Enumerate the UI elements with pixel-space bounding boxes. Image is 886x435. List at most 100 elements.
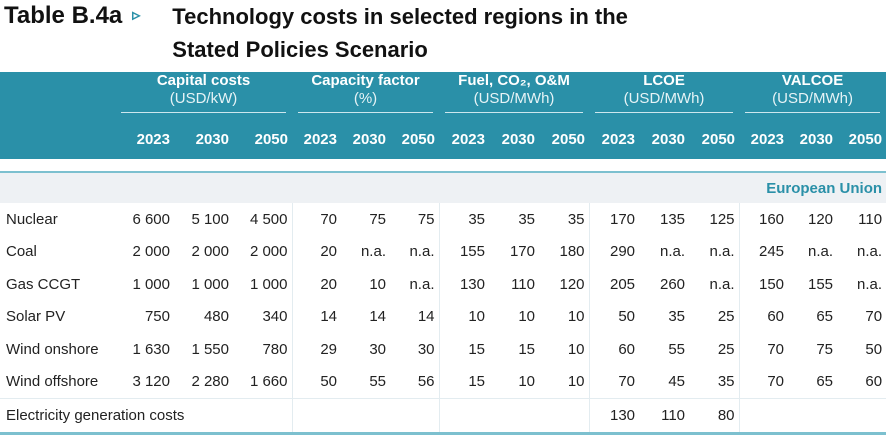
cell-value: 245	[738, 235, 789, 268]
cell-value: 155	[438, 235, 489, 268]
cell-value: 50	[291, 365, 341, 399]
cell-value: 80	[689, 398, 740, 435]
cell-value: n.a.	[659, 243, 686, 261]
cell-value: 170	[588, 203, 640, 236]
cell-value: 70	[738, 365, 789, 399]
group-name: VALCOE	[781, 72, 844, 89]
cell-value: 15	[518, 340, 535, 358]
cell-value: 35	[567, 210, 585, 228]
cell-value: 1 000	[132, 275, 170, 293]
cell-value: 125	[709, 210, 735, 228]
cell-value: 65	[816, 308, 834, 326]
cell-value: 14	[291, 300, 341, 333]
row-label: Solar PV	[6, 308, 66, 326]
cell-value: 4 500	[249, 210, 288, 228]
cell-value: 3 120	[132, 373, 170, 391]
table-title-line2: Stated Policies Scenario	[172, 37, 428, 62]
group-header: LCOE (USD/MWh)	[589, 72, 739, 116]
cell-value: 10	[567, 340, 585, 358]
group-name: Fuel, CO₂, O&M	[458, 72, 570, 89]
cell-value: 155	[808, 275, 834, 293]
cell-value: 2 280	[191, 373, 229, 391]
cell-value: 130	[438, 268, 489, 301]
cell-value: n.a.	[857, 243, 883, 261]
cell-value: 780	[262, 340, 288, 358]
group-unit: (USD/kW)	[121, 90, 286, 113]
cell-value: 14	[417, 308, 435, 326]
cell-value: 110	[858, 210, 883, 228]
cell-value: 50	[588, 300, 640, 333]
cell-value: 1 000	[249, 275, 288, 293]
row-label: Gas CCGT	[6, 275, 81, 293]
cell-value: 1 630	[132, 340, 170, 358]
cell-value: 750	[144, 308, 170, 326]
cell-value: 2 000	[191, 243, 229, 261]
region-label: European Union	[0, 172, 886, 203]
cell-value: 70	[865, 308, 883, 326]
cell-value: n.a.	[808, 243, 834, 261]
cell-value: 1 550	[191, 340, 229, 358]
cell-value: 35	[717, 373, 735, 391]
cell-value: 15	[438, 365, 489, 399]
group-name: LCOE	[643, 72, 685, 89]
group-unit: (USD/MWh)	[745, 90, 881, 113]
group-unit: (USD/MWh)	[445, 90, 584, 113]
group-name: Capital costs	[156, 72, 251, 89]
cell-value: 35	[518, 210, 535, 228]
cell-value: 60	[588, 333, 640, 366]
year-header: 2023	[292, 113, 341, 159]
cell-value: n.a.	[709, 243, 735, 261]
cell-value: 1 660	[249, 373, 288, 391]
cell-value: 135	[659, 210, 686, 228]
cell-value: n.a.	[360, 243, 386, 261]
table-title-bar: Table B.4a ▹ Technology costs in selecte…	[4, 0, 884, 70]
group-header: Fuel, CO₂, O&M (USD/MWh)	[439, 72, 589, 116]
table-row: Nuclear 6 600 5 100 4 500 70 75 75 35 35 35 170 135…	[0, 203, 886, 236]
cell-value: 2 000	[132, 243, 170, 261]
group-header: Capacity factor (%)	[292, 72, 439, 116]
cell-value: 110	[639, 398, 690, 435]
cell-value: 10	[369, 275, 386, 293]
table-row: Gas CCGT 1 000 1 000 1 000 20 10 n.a. 130 110 120…	[0, 268, 886, 301]
table-row: Wind offshore 3 120 2 280 1 660 50 55 56 15 10 10…	[0, 365, 886, 399]
cell-value: 170	[509, 243, 535, 261]
table-title: Technology costs in selected regions in …	[172, 0, 884, 66]
cell-value: 30	[417, 340, 435, 358]
cell-value: 70	[588, 365, 640, 399]
year-header: 2050	[689, 113, 740, 159]
cell-value: 160	[738, 203, 789, 236]
cell-value: 65	[816, 373, 834, 391]
year-header: 2050	[233, 113, 292, 159]
total-row: Electricity generation costs 130 110 80	[0, 398, 886, 435]
cell-value: 180	[559, 243, 585, 261]
cell-value: 25	[717, 308, 735, 326]
cell-value: 340	[262, 308, 288, 326]
row-label: Wind offshore	[6, 373, 99, 391]
cell-value: 5 100	[191, 210, 229, 228]
cell-value: 130	[588, 398, 640, 435]
cell-value: 55	[668, 340, 686, 358]
cell-value: 50	[865, 340, 883, 358]
year-header: 2030	[489, 113, 539, 159]
cell-value: 55	[369, 373, 386, 391]
cell-value: 290	[588, 235, 640, 268]
cell-value: n.a.	[709, 275, 735, 293]
cell-value: 25	[717, 340, 735, 358]
table-label: Table B.4a	[4, 2, 123, 29]
row-label: Nuclear	[6, 210, 58, 228]
cell-value: 150	[738, 268, 789, 301]
year-header: 2023	[589, 113, 640, 159]
group-unit: (%)	[298, 90, 433, 113]
cell-value: 14	[369, 308, 386, 326]
cell-value: 15	[438, 333, 489, 366]
cell-value: 75	[369, 210, 386, 228]
cell-value: 60	[738, 300, 789, 333]
cell-value: 120	[808, 210, 834, 228]
cell-value: 205	[588, 268, 640, 301]
cell-value: 10	[567, 373, 585, 391]
cell-value: 20	[291, 268, 341, 301]
cell-value: 10	[567, 308, 585, 326]
group-header: Capital costs (USD/kW)	[115, 72, 292, 116]
cell-value: 20	[291, 235, 341, 268]
cell-value: 10	[518, 373, 535, 391]
